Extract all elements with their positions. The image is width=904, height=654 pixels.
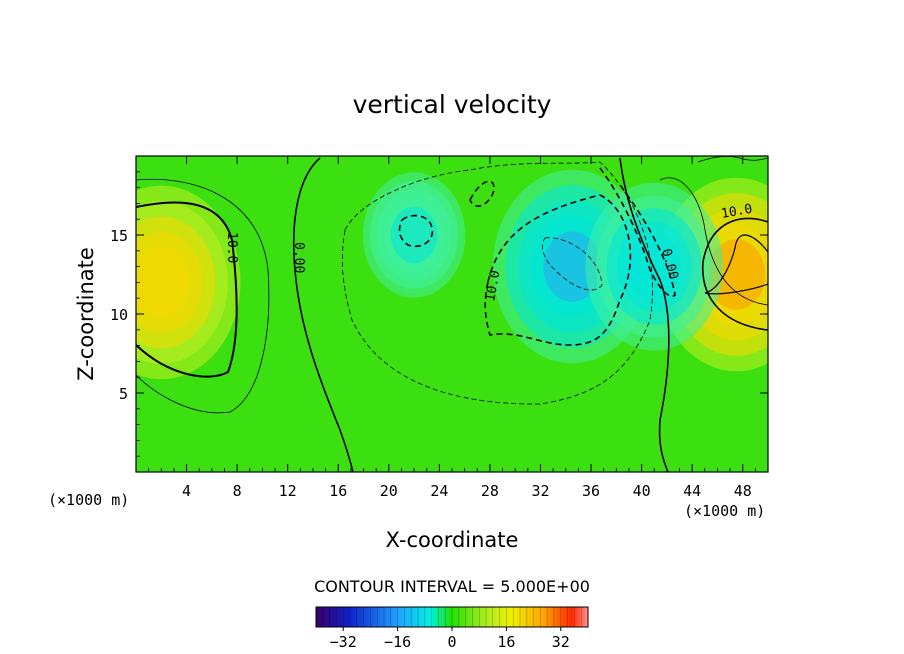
x-axis-label: X-coordinate xyxy=(386,528,519,552)
colorbar-tick-label-3: 16 xyxy=(497,633,515,651)
contour-label-left: 10.0 xyxy=(224,232,239,263)
x-tick-label-24: 24 xyxy=(430,482,448,500)
contour-neg10-a xyxy=(484,194,632,346)
field-feature-1-4 xyxy=(543,231,601,302)
contour-neg15 xyxy=(542,237,603,291)
colorbar-tick-label-1: −16 xyxy=(384,633,411,651)
colorbar-tick-label-2: 0 xyxy=(447,633,456,651)
x-tick-label-16: 16 xyxy=(329,482,347,500)
contour-5-right xyxy=(659,177,768,306)
x-tick-label-40: 40 xyxy=(633,482,651,500)
contour-5-left xyxy=(136,178,270,414)
x-unit-right: (×1000 m) xyxy=(684,502,765,520)
x-tick-label-44: 44 xyxy=(683,482,701,500)
x-tick-label-20: 20 xyxy=(380,482,398,500)
colorbar-tick-label-4: 32 xyxy=(552,633,570,651)
contour-neg10-b xyxy=(398,214,434,247)
contour-neg5 xyxy=(342,161,653,405)
y-tick-label-10: 10 xyxy=(110,306,128,324)
x-tick-label-32: 32 xyxy=(531,482,549,500)
colorbar: −32 −16 0 16 32 xyxy=(315,606,589,651)
y-tick-label-15: 15 xyxy=(110,227,128,245)
x-tick-label-4: 4 xyxy=(182,482,191,500)
colorbar-tick-label-0: −32 xyxy=(330,633,357,651)
y-axis-ticks: 5 10 15 xyxy=(110,171,768,457)
x-axis-ticks: 4 8 12 16 20 24 28 32 36 40 44 48 xyxy=(148,156,756,500)
contour-interval-label: CONTOUR INTERVAL = 5.000E+00 xyxy=(314,577,590,596)
contour-0-right xyxy=(619,157,670,472)
x-tick-label-12: 12 xyxy=(279,482,297,500)
velocity-field xyxy=(136,156,768,472)
contour-0-left xyxy=(292,157,354,472)
contour-lines xyxy=(136,156,768,472)
contour-10-right xyxy=(702,217,768,331)
contour-10-left xyxy=(136,201,238,378)
contour-15-right xyxy=(704,234,768,295)
x-tick-label-36: 36 xyxy=(582,482,600,500)
contour-wave-top xyxy=(697,156,768,163)
x-tick-label-8: 8 xyxy=(233,482,242,500)
contour-neg-right xyxy=(599,167,676,297)
x-tick-label-28: 28 xyxy=(481,482,499,500)
field-feature-0-4 xyxy=(136,247,191,318)
colorbar-ticks: −32 −16 0 16 32 xyxy=(315,607,589,651)
contour-label-right: 10.0 xyxy=(720,202,753,222)
y-tick-label-5: 5 xyxy=(119,385,128,403)
contour-neg10-c xyxy=(469,180,495,207)
contour-label-mid: 10.0 xyxy=(483,269,503,302)
x-unit-left: (×1000 m) xyxy=(48,491,129,509)
plot-area: 10.0 0.00 10.0 0.00 10.0 xyxy=(136,156,768,472)
y-axis-label: Z-coordinate xyxy=(74,247,98,381)
chart-title: vertical velocity xyxy=(353,90,552,119)
x-tick-label-48: 48 xyxy=(734,482,752,500)
contour-label-zero-left: 0.00 xyxy=(291,242,306,273)
